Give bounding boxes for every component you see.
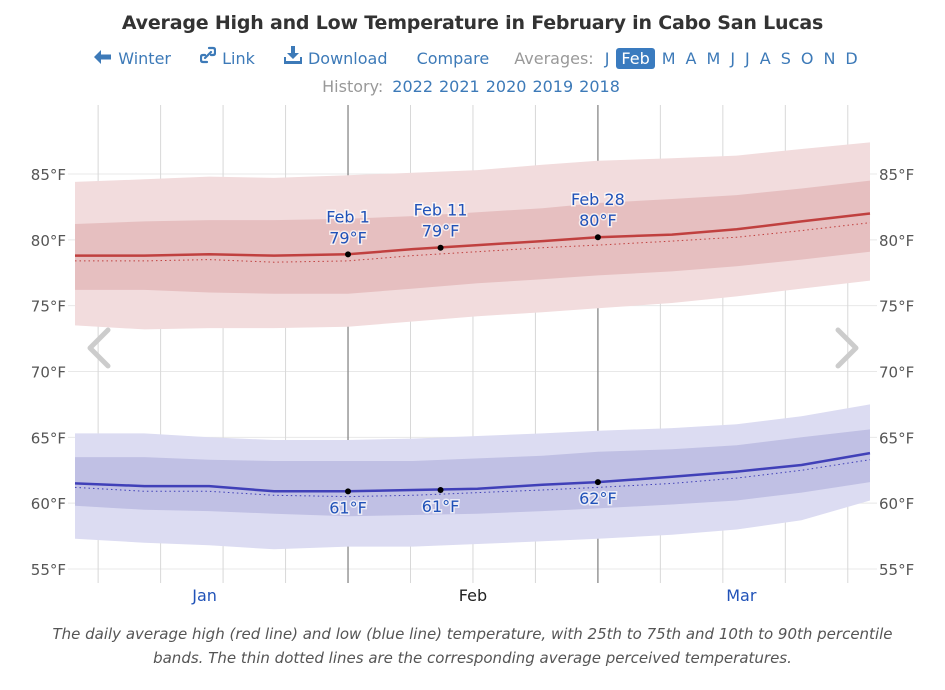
- month-link-2[interactable]: M: [661, 49, 676, 68]
- annotation-date-label: Feb 1: [326, 207, 370, 226]
- y-tick-label-right: 70°F: [879, 364, 914, 382]
- y-tick-label-left: 85°F: [31, 166, 66, 184]
- download-button[interactable]: Download: [283, 46, 388, 68]
- y-tick-label-left: 55°F: [31, 561, 66, 579]
- month-link-7[interactable]: A: [759, 49, 771, 68]
- annotation-date-label: Feb 28: [571, 190, 625, 209]
- month-link-6[interactable]: J: [745, 49, 750, 68]
- chart-caption: The daily average high (red line) and lo…: [52, 625, 893, 667]
- winter-link[interactable]: Winter: [94, 49, 171, 68]
- history-year-2020[interactable]: 2020: [485, 77, 527, 96]
- page-title: Average High and Low Temperature in Febr…: [121, 12, 824, 34]
- annotation-point: [437, 244, 444, 251]
- month-link-1[interactable]: Feb: [616, 48, 655, 69]
- annotation-value-label: 61°F: [422, 497, 460, 516]
- arrow-left-icon: [94, 49, 112, 68]
- annotation-point: [345, 251, 352, 258]
- month-link-11[interactable]: D: [845, 49, 858, 68]
- history-bar: History: 2022 2021 2020 2019 2018: [0, 77, 945, 96]
- month-selector: J Feb M A M J J A S O N D: [600, 48, 863, 69]
- month-label-mar[interactable]: Mar: [726, 586, 757, 605]
- annotation-value-label: 61°F: [329, 498, 367, 517]
- download-icon: [283, 46, 302, 68]
- month-label-feb[interactable]: Feb: [459, 586, 487, 605]
- month-link-8[interactable]: S: [780, 49, 791, 68]
- history-year-2018[interactable]: 2018: [579, 77, 620, 96]
- y-tick-label-right: 65°F: [879, 429, 914, 447]
- nav-bar: Winter Link Download Compare Averages: J F…: [0, 46, 945, 69]
- chevron-right-icon[interactable]: [835, 327, 859, 369]
- link-button[interactable]: Link: [199, 46, 255, 68]
- month-label-jan[interactable]: Jan: [191, 586, 217, 605]
- annotation-value-label: 79°F: [329, 228, 367, 247]
- annotation-point: [437, 487, 444, 493]
- annotation-date-label: Feb 11: [414, 201, 468, 220]
- average-low-line: [74, 451, 871, 493]
- y-tick-label-left: 75°F: [31, 298, 66, 316]
- y-tick-label-right: 55°F: [879, 561, 914, 579]
- link-label: Link: [222, 49, 255, 68]
- y-tick-label-right: 80°F: [879, 232, 914, 250]
- low-band-25-75: [75, 429, 870, 517]
- month-link-5[interactable]: J: [730, 49, 736, 68]
- y-tick-label-left: 60°F: [31, 495, 66, 513]
- history-year-2021[interactable]: 2021: [439, 77, 480, 96]
- annotation-point: [594, 479, 601, 486]
- annotation-value-label: 62°F: [579, 489, 617, 508]
- annotation-value-label: 80°F: [579, 211, 617, 230]
- y-tick-label-left: 70°F: [31, 364, 66, 382]
- history-year-2022[interactable]: 2022: [392, 77, 433, 96]
- averages-label: Averages:: [514, 49, 594, 68]
- history-years: 2022 2021 2020 2019 2018: [389, 77, 623, 96]
- download-label: Download: [307, 49, 388, 68]
- high-band-25-75: [75, 180, 870, 294]
- compare-link[interactable]: Compare: [416, 49, 490, 68]
- y-tick-label-left: 80°F: [31, 232, 66, 250]
- y-tick-label-right: 60°F: [879, 495, 914, 513]
- annotation-value-label: 79°F: [422, 222, 460, 241]
- y-tick-label-left: 65°F: [31, 429, 66, 447]
- month-link-4[interactable]: M: [706, 49, 721, 68]
- y-tick-label-right: 85°F: [879, 166, 914, 184]
- month-link-10[interactable]: N: [823, 49, 836, 68]
- history-label: History:: [322, 77, 384, 96]
- history-year-2019[interactable]: 2019: [532, 77, 574, 96]
- annotation-point: [345, 488, 352, 495]
- month-link-0[interactable]: J: [604, 49, 610, 68]
- month-link-3[interactable]: A: [685, 49, 697, 68]
- temperature-chart: 55°F 55°F 60°F 60°F 65°F 65°F 70°F 70°F 75°F 75°F…: [31, 105, 914, 605]
- perceived-high-line: [75, 222, 871, 263]
- chevron-left-icon[interactable]: [87, 327, 111, 369]
- link-icon: [199, 46, 217, 68]
- annotation-point: [594, 234, 601, 241]
- winter-label: Winter: [118, 49, 171, 68]
- y-tick-label-right: 75°F: [879, 298, 914, 316]
- perceived-low-line: [74, 459, 871, 498]
- average-high-line: [75, 212, 871, 257]
- month-link-9[interactable]: O: [800, 49, 814, 68]
